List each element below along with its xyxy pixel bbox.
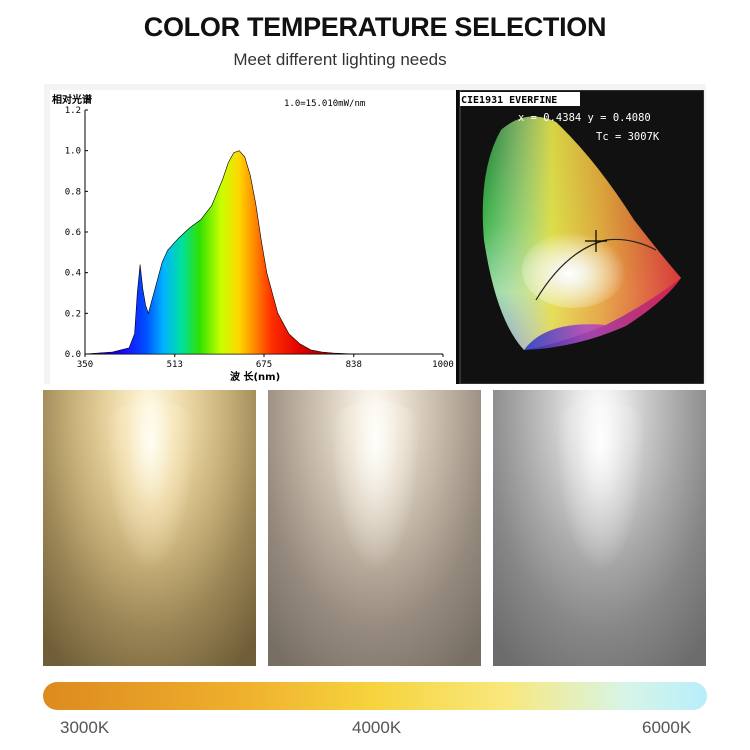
spectrum-scale-note: 1.0=15.010mW/nm — [284, 99, 365, 109]
x-tick-label: 513 — [167, 360, 183, 370]
page-title: COLOR TEMPERATURE SELECTION — [143, 12, 607, 42]
y-tick-label: 0.0 — [65, 350, 81, 360]
y-tick-label: 0.8 — [65, 187, 81, 197]
spectrum-xlabel: 波 长(nm) — [230, 370, 280, 383]
color-temperature-bar — [43, 682, 707, 710]
temp-label-6000k: 6000K — [642, 718, 692, 737]
temp-label-4000k: 4000K — [352, 718, 402, 737]
y-tick-label: 0.6 — [65, 228, 81, 238]
x-tick-label: 838 — [346, 360, 362, 370]
photo-neutral-4000k — [268, 390, 481, 666]
x-tick-label: 675 — [256, 360, 272, 370]
photo-warm-3000k — [43, 390, 256, 666]
photo-cool-6000k — [493, 390, 706, 666]
cie-chart: CIE1931 EVERFINE x = 0.4384 y = 0.4080 T… — [456, 90, 704, 384]
light-cone — [323, 400, 428, 630]
y-tick-label: 1.0 — [65, 147, 81, 157]
light-cone — [98, 400, 203, 630]
x-tick-label: 1000 — [432, 360, 454, 370]
measurement-panel: 相对光谱 1.0=15.010mW/nm 0.0 0.2 0.4 0.6 0.8 1.0 1… — [44, 84, 706, 384]
x-tick-label: 350 — [77, 360, 93, 370]
spectrum-chart: 相对光谱 1.0=15.010mW/nm 0.0 0.2 0.4 0.6 0.8 1.0 1… — [50, 90, 496, 384]
spectrum-ylabel: 相对光谱 — [52, 93, 92, 106]
page-subtitle: Meet different lighting needs — [233, 50, 447, 69]
cie-label: CIE1931 EVERFINE — [461, 95, 557, 106]
spectrum-curve — [84, 150, 443, 355]
light-cone — [548, 400, 653, 630]
y-tick-label: 0.4 — [65, 269, 81, 279]
cie-horseshoe — [482, 116, 681, 350]
y-tick-label: 0.2 — [65, 309, 81, 319]
temp-label-3000k: 3000K — [60, 718, 110, 737]
y-tick-label: 1.2 — [65, 106, 81, 116]
cie-tc-readout: Tc = 3007K — [596, 131, 660, 143]
cie-xy-readout: x = 0.4384 y = 0.4080 — [518, 112, 651, 124]
